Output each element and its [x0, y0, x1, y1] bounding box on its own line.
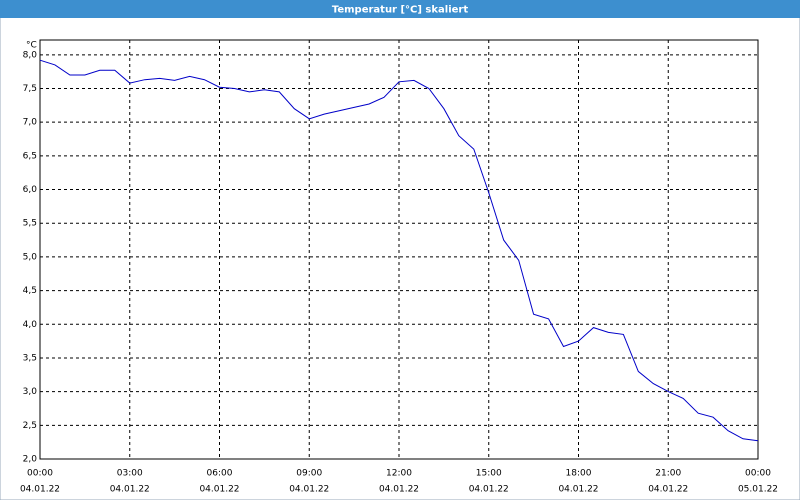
window-title: Temperatur [°C] skaliert — [332, 5, 469, 16]
y-tick-label: 2,5 — [23, 421, 37, 431]
y-tick-label: 8,0 — [23, 50, 38, 60]
title-bar — [0, 0, 800, 18]
y-tick-label: 3,0 — [23, 387, 38, 397]
y-tick-label: 7,5 — [23, 84, 37, 94]
y-tick-label: 4,0 — [23, 320, 38, 330]
data-line — [39, 59, 759, 442]
x-tick-label: 00:00 — [27, 469, 53, 479]
y-tick-label: 3,5 — [23, 353, 37, 363]
x-tick-label: 12:00 — [386, 469, 412, 479]
y-tick-label: 5,5 — [23, 219, 37, 229]
x-tick-date: 04.01.22 — [558, 485, 598, 495]
y-tick-label: 5,0 — [23, 252, 38, 262]
y-tick-label: 4,5 — [23, 286, 37, 296]
y-tick-label: 7,0 — [23, 118, 38, 128]
x-tick-label: 18:00 — [566, 469, 592, 479]
x-tick-label: 15:00 — [476, 469, 502, 479]
x-tick-label: 00:00 — [745, 469, 771, 479]
y-unit: °C — [26, 41, 37, 51]
x-tick-date: 05.01.22 — [738, 485, 778, 495]
y-tick-label: 6,5 — [23, 151, 37, 161]
y-tick-label: 2,0 — [23, 455, 38, 465]
x-tick-date: 04.01.22 — [20, 485, 60, 495]
x-tick-label: 03:00 — [117, 469, 143, 479]
x-tick-date: 04.01.22 — [289, 485, 329, 495]
x-tick-date: 04.01.22 — [199, 485, 239, 495]
x-tick-date: 04.01.22 — [110, 485, 150, 495]
x-tick-date: 04.01.22 — [379, 485, 419, 495]
y-tick-label: 6,0 — [23, 185, 38, 195]
x-tick-date: 04.01.22 — [469, 485, 509, 495]
x-tick-label: 06:00 — [207, 469, 233, 479]
x-tick-label: 09:00 — [296, 469, 322, 479]
x-tick-label: 21:00 — [655, 469, 681, 479]
x-tick-date: 04.01.22 — [648, 485, 688, 495]
